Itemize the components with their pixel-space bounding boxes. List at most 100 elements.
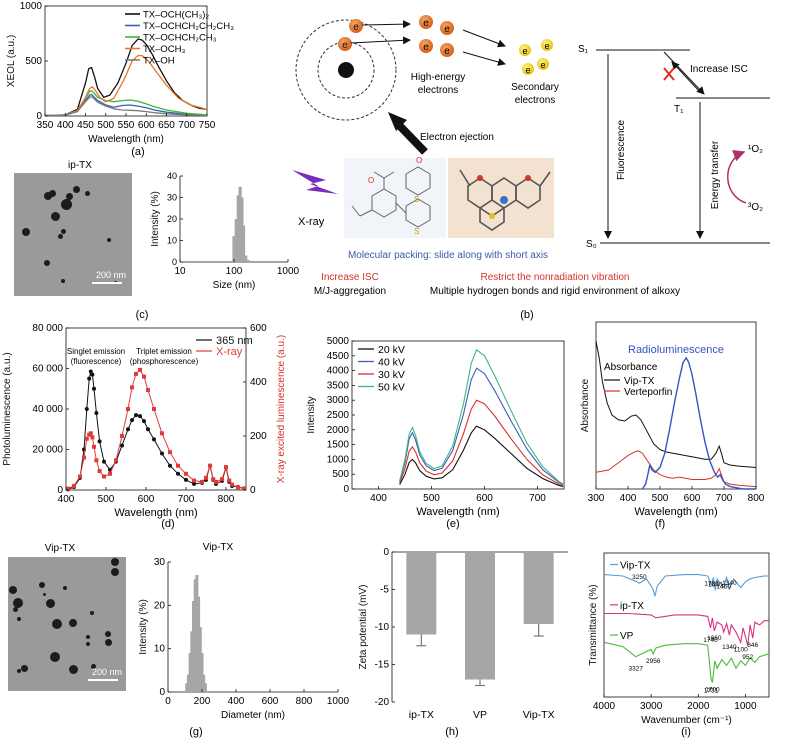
nanoparticle bbox=[61, 229, 66, 234]
data-point bbox=[84, 436, 89, 441]
legend-label: TX–OCH(CH₃)₂ bbox=[143, 10, 209, 21]
x-tick-label: 650 bbox=[158, 120, 175, 131]
nanoparticle bbox=[63, 586, 67, 590]
peak-annotation: 3250 bbox=[632, 574, 647, 581]
series-line-3 bbox=[44, 54, 208, 117]
x-tick-label: 500 bbox=[423, 493, 440, 504]
panel-h-zeta-chart: ip-TX VP Vip-TX 0 -5 -10 -15 -20 Zeta potential … bbox=[358, 547, 568, 721]
y-tick-label: 20 bbox=[167, 214, 177, 224]
data-point bbox=[192, 481, 196, 486]
panel-g-micro-title: Vip-TX bbox=[45, 543, 76, 554]
data-point bbox=[152, 407, 156, 411]
panel-a-label: (a) bbox=[131, 146, 144, 158]
panel-c-micro-title: ip-TX bbox=[68, 160, 92, 171]
peak-annotation: 3327 bbox=[628, 666, 643, 673]
panel-f-absorbance-chart: 300 400 500 600 700 800 Wavelength (nm) Absorba… bbox=[580, 321, 765, 518]
data-point bbox=[90, 435, 95, 440]
x-tick-label: 400 bbox=[620, 493, 637, 504]
nanoparticle bbox=[107, 238, 111, 242]
nanoparticle bbox=[17, 669, 21, 673]
data-point bbox=[146, 388, 150, 393]
x-tick-label: 500 bbox=[652, 493, 669, 504]
x-axis-label: Wavelength (nm) bbox=[416, 506, 499, 518]
data-point bbox=[94, 458, 99, 463]
histogram-bar bbox=[185, 683, 189, 692]
nanoparticle bbox=[58, 234, 63, 239]
isc-arrow-down bbox=[663, 51, 705, 95]
x-tick-label: 500 bbox=[98, 494, 115, 505]
y-tick-label: 400 bbox=[250, 377, 267, 388]
x-tick-label: 500 bbox=[97, 120, 114, 131]
peak-annotation: 1700 bbox=[705, 687, 720, 694]
scale-bar-label: 200 nm bbox=[91, 667, 122, 677]
panel-h-label: (h) bbox=[445, 726, 458, 738]
nanoparticle bbox=[85, 191, 90, 196]
x-axis-label: Wavelength (nm) bbox=[634, 506, 717, 518]
y-axis-label: Transmittance (%) bbox=[588, 584, 599, 665]
category-label: VP bbox=[473, 709, 487, 721]
data-point bbox=[134, 413, 138, 418]
y-tick-label: 80 000 bbox=[32, 323, 63, 334]
y-tick-label: 0 bbox=[383, 547, 389, 558]
peak-annotation: 1740 bbox=[703, 637, 718, 644]
y-tick-label: 40 bbox=[167, 171, 177, 181]
data-point bbox=[130, 418, 134, 423]
data-point bbox=[236, 485, 240, 490]
y-tick-label: 500 bbox=[25, 56, 42, 67]
y-tick-label: -15 bbox=[375, 660, 390, 671]
data-point bbox=[88, 369, 93, 374]
x-tick-label: 4000 bbox=[593, 701, 616, 712]
y-tick-label: 0 bbox=[36, 111, 42, 122]
data-point bbox=[146, 427, 150, 432]
singlet-annotation-sub: (fluorescence) bbox=[71, 357, 122, 366]
y-tick-label: 0 bbox=[250, 485, 256, 496]
zeta-bar bbox=[523, 552, 554, 624]
legend-label: X-ray bbox=[216, 346, 243, 358]
nanoparticle bbox=[44, 260, 50, 266]
electron-ejection-label: Electron ejection bbox=[420, 132, 494, 143]
nanoparticle bbox=[46, 599, 55, 608]
panel-g-tem-image: 200 nm bbox=[8, 557, 126, 691]
legend-label: TX–OCHCH₂CH₂CH₃ bbox=[143, 21, 234, 32]
nanoparticle bbox=[13, 607, 18, 612]
data-point bbox=[242, 486, 246, 491]
nanoparticle bbox=[105, 631, 111, 637]
nanoparticle bbox=[22, 228, 30, 236]
x-tick-label: 550 bbox=[118, 120, 135, 131]
nanoparticle bbox=[61, 199, 72, 210]
electron-ejection-arrow bbox=[393, 119, 428, 155]
legend-label: 30 kV bbox=[378, 369, 405, 381]
nanoparticle bbox=[69, 665, 78, 674]
panel-b-schematic: e e e e e e High-energy electrons e e e … bbox=[292, 15, 770, 321]
nanoparticle bbox=[69, 619, 77, 627]
y-tick-label: 4500 bbox=[327, 351, 350, 362]
peak-annotation: 1100 bbox=[734, 646, 748, 653]
svg-text:e: e bbox=[544, 41, 549, 51]
legend-label: Verteporfin bbox=[624, 387, 672, 398]
y-tick-label: 30 bbox=[167, 193, 177, 203]
x-tick-label: 400 bbox=[370, 493, 387, 504]
histogram-bar bbox=[246, 259, 250, 262]
t1-label: T₁ bbox=[674, 104, 684, 115]
histogram-bar bbox=[232, 236, 236, 262]
singlet-annotation: Singlet emission bbox=[67, 347, 125, 356]
y-tick-label: 20 bbox=[154, 600, 166, 611]
nanoparticle bbox=[17, 617, 21, 621]
nanoparticle bbox=[51, 212, 60, 221]
nanoparticle bbox=[111, 558, 119, 566]
data-point bbox=[134, 371, 138, 376]
nanoparticle bbox=[9, 586, 17, 594]
x-tick-label: 300 bbox=[588, 493, 605, 504]
peak-annotation: 2956 bbox=[646, 658, 661, 665]
increase-isc-sub: M/J-aggregation bbox=[314, 286, 386, 297]
data-point bbox=[97, 439, 102, 444]
x-tick-label: 800 bbox=[218, 494, 235, 505]
triplet-annotation: Triplet emission bbox=[136, 347, 192, 356]
data-point bbox=[160, 451, 164, 456]
nanoparticle bbox=[61, 279, 65, 283]
legend-label: TX–OCH₃ bbox=[143, 44, 186, 55]
data-point bbox=[152, 437, 156, 442]
data-point bbox=[211, 477, 216, 482]
x-tick-label: 600 bbox=[138, 120, 155, 131]
